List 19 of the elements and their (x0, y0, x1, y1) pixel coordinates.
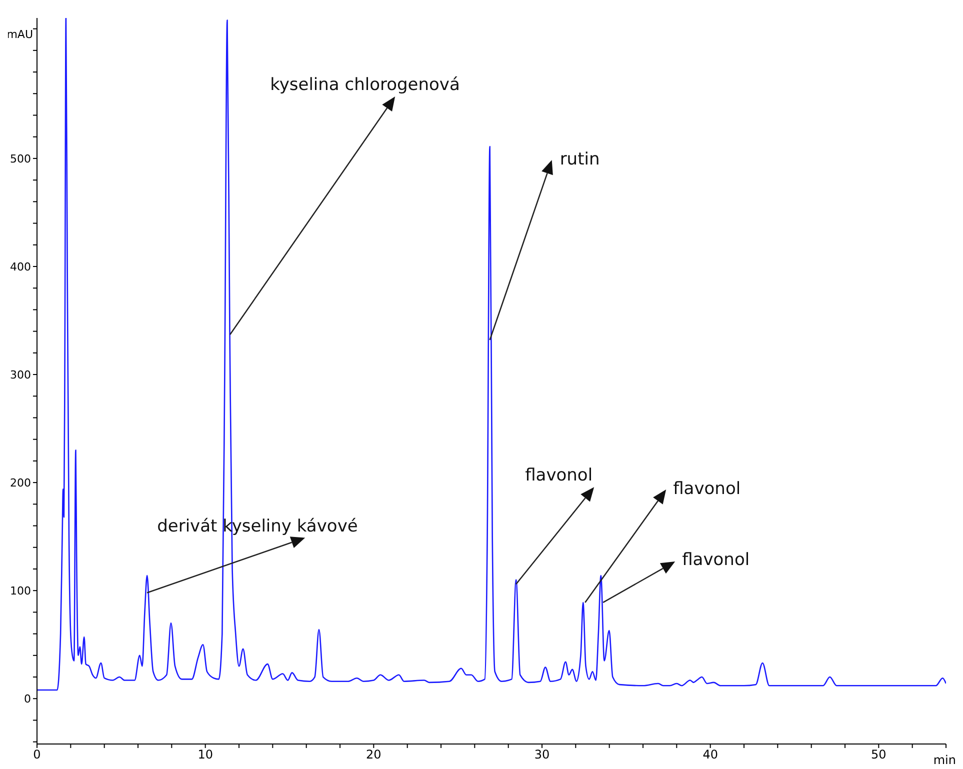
y-tick-label: 100 (10, 584, 31, 598)
y-tick-label: 400 (10, 260, 31, 274)
x-axis-title: min (933, 753, 956, 767)
y-tick-label: 500 (10, 152, 31, 166)
x-tick-label: 10 (198, 748, 213, 762)
y-tick-label: 200 (10, 476, 31, 490)
annotation: flavonol (525, 466, 593, 486)
x-tick-label: 0 (33, 748, 41, 762)
y-tick-label: 0 (24, 692, 31, 706)
annotation: rutin (560, 150, 600, 170)
annotation: kyselina chlorogenová (270, 75, 460, 96)
annotation: flavonol (673, 479, 741, 500)
x-tick-label: 50 (871, 748, 886, 762)
x-tick-label: 30 (534, 748, 550, 762)
annotation: flavonol (682, 550, 750, 570)
y-tick-label: 300 (10, 368, 31, 382)
y-axis-title: mAU (6, 28, 33, 41)
x-tick-label: 40 (702, 748, 718, 762)
x-tick-label: 20 (366, 748, 382, 762)
